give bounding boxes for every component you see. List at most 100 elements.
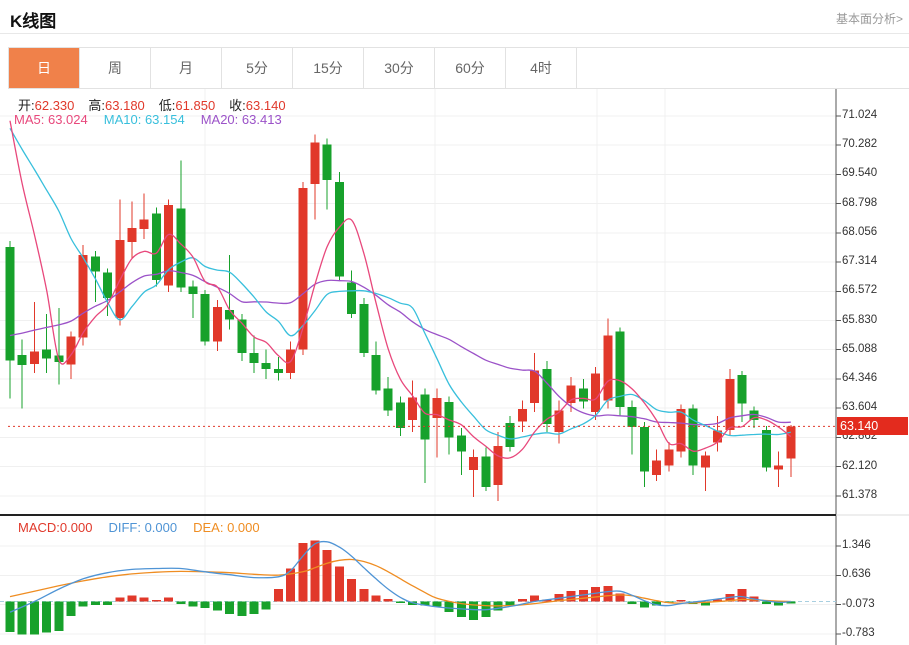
candle-body <box>359 303 369 354</box>
macd-hist-bar <box>249 601 259 614</box>
tab-day[interactable]: 日 <box>9 48 80 88</box>
candle-body <box>225 309 235 320</box>
y-axis-label: 71.024 <box>842 109 878 121</box>
chart-frame <box>0 88 909 645</box>
candle-body <box>566 385 576 404</box>
candle-body <box>310 142 320 184</box>
candle-body <box>395 402 405 428</box>
candle-body <box>542 368 552 425</box>
tab-15min[interactable]: 15分 <box>293 48 364 88</box>
y-axis-label: 70.282 <box>842 138 878 151</box>
macd-hist-bar <box>700 601 710 606</box>
candle-body <box>493 446 503 486</box>
y-axis-label: 69.540 <box>842 167 878 180</box>
macd-hist-bar <box>420 601 430 606</box>
diff-line <box>9 540 791 613</box>
macd-hist-bar <box>444 601 454 612</box>
macd-hist-bar <box>127 595 137 602</box>
macd-hist-bar <box>273 589 283 602</box>
candle-body <box>383 388 393 411</box>
y-axis-label: 63.604 <box>842 401 878 414</box>
tab-30min[interactable]: 30分 <box>364 48 435 88</box>
macd-hist-bar <box>66 601 76 616</box>
y-axis-label: 65.830 <box>842 313 878 326</box>
macd-hist-bar <box>432 601 442 607</box>
candle-body <box>456 435 466 452</box>
tab-month[interactable]: 月 <box>151 48 222 88</box>
candle-body <box>786 426 796 459</box>
candle-body <box>29 351 39 364</box>
macd-hist-bar <box>395 601 405 604</box>
macd-hist-bar <box>542 599 552 602</box>
macd-hist-bar <box>505 601 515 606</box>
diff-value-readout: DIFF: 0.000 <box>108 520 178 535</box>
macd-value-readout: MACD:0.000 <box>18 520 93 535</box>
dea-value-readout: DEA: 0.000 <box>193 520 260 535</box>
y-axis-label: -0.783 <box>842 626 875 639</box>
open-value: 62.330 <box>34 98 75 113</box>
macd-hist-bar <box>200 601 210 609</box>
close-readout: 收:63.140 <box>229 95 285 114</box>
macd-hist-bar <box>530 595 540 602</box>
open-readout: 开:62.330 <box>18 95 74 114</box>
macd-hist-bar <box>42 601 52 633</box>
candle-body <box>469 457 479 471</box>
candle-body <box>103 272 113 299</box>
candle-body <box>676 409 686 452</box>
candle-body <box>603 335 613 401</box>
macd-hist-bar <box>774 601 784 606</box>
macd-hist-bar <box>225 601 235 614</box>
macd-hist-bar <box>103 601 113 605</box>
macd-hist-bar <box>347 578 357 602</box>
tab-bar-filler <box>577 48 909 88</box>
candle-body <box>639 427 649 472</box>
y-axis-label: 64.346 <box>842 371 878 384</box>
candle-body <box>725 378 735 430</box>
y-axis-label: 68.056 <box>842 225 878 238</box>
tab-5min[interactable]: 5分 <box>222 48 293 88</box>
high-value: 63.180 <box>105 98 145 113</box>
candle-body <box>212 307 222 342</box>
macd-layer <box>0 540 836 635</box>
macd-hist-bar <box>17 601 27 635</box>
fundamental-analysis-link[interactable]: 基本面分析> <box>835 12 903 26</box>
candle-body <box>200 294 210 342</box>
tab-week[interactable]: 周 <box>80 48 151 88</box>
candle-body <box>188 286 198 295</box>
macd-hist-bar <box>639 601 649 608</box>
candle-body <box>273 368 283 373</box>
tab-60min[interactable]: 60分 <box>435 48 506 88</box>
macd-hist-bar <box>237 601 247 616</box>
candle-body <box>408 397 418 421</box>
candle-body <box>139 219 149 230</box>
macd-hist-bar <box>761 601 771 604</box>
candle-body <box>420 394 430 440</box>
macd-hist-bar <box>261 601 271 610</box>
y-axis-label: 61.378 <box>842 488 878 501</box>
page-title: K线图 <box>10 12 57 31</box>
macd-hist-bar <box>615 593 625 602</box>
y-axis-label: 65.088 <box>842 342 878 355</box>
macd-hist-bar <box>176 601 186 604</box>
macd-hist-bar <box>164 597 174 602</box>
candle-body <box>164 205 174 286</box>
close-value: 63.140 <box>245 98 286 113</box>
ma10-line <box>9 127 791 440</box>
dea-line <box>9 558 791 607</box>
macd-hist-bar <box>29 601 39 635</box>
macd-hist-bar <box>78 601 88 607</box>
macd-hist-bar <box>603 585 613 602</box>
macd-hist-bar <box>627 601 637 604</box>
macd-hist-bar <box>139 597 149 602</box>
ma-readout: MA5: 63.024 MA10: 63.154 MA20: 63.413 <box>14 112 282 127</box>
macd-hist-bar <box>591 587 601 602</box>
ma20-line <box>9 270 791 426</box>
macd-hist-bar <box>469 601 479 621</box>
tab-4hour[interactable]: 4时 <box>506 48 577 88</box>
current-price-marker: 63.140 <box>837 417 908 436</box>
candle-body <box>688 408 698 466</box>
y-axis-label: 68.798 <box>842 196 878 209</box>
candle-body <box>249 353 259 364</box>
candle-body <box>17 355 27 366</box>
